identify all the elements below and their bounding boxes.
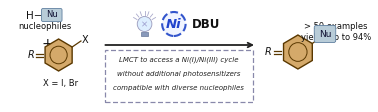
Text: R: R — [28, 50, 34, 60]
Text: LMCT to access a Ni(I)/Ni(III) cycle: LMCT to access a Ni(I)/Ni(III) cycle — [119, 57, 239, 63]
Text: > 50 examples: > 50 examples — [304, 22, 368, 30]
Text: X = I, Br: X = I, Br — [43, 79, 78, 88]
Text: H−Nu: H−Nu — [26, 11, 56, 21]
Text: DBU: DBU — [191, 17, 220, 30]
Text: X: X — [82, 35, 88, 45]
Text: compatible with diverse nucleophiles: compatible with diverse nucleophiles — [113, 85, 244, 91]
FancyBboxPatch shape — [42, 9, 62, 22]
Text: Nu: Nu — [319, 30, 331, 39]
Text: +: + — [41, 37, 53, 51]
Polygon shape — [284, 35, 312, 69]
FancyBboxPatch shape — [141, 32, 148, 36]
FancyBboxPatch shape — [314, 26, 336, 42]
Circle shape — [162, 12, 186, 36]
Text: nucleophiles: nucleophiles — [18, 22, 71, 31]
Text: yields up to 94%: yields up to 94% — [301, 32, 371, 42]
Text: without additional photosensitizers: without additional photosensitizers — [117, 71, 240, 77]
Circle shape — [137, 16, 152, 31]
Text: Nu: Nu — [46, 10, 57, 19]
Polygon shape — [45, 39, 72, 71]
Text: Ni: Ni — [166, 17, 182, 30]
Text: R: R — [265, 47, 271, 57]
